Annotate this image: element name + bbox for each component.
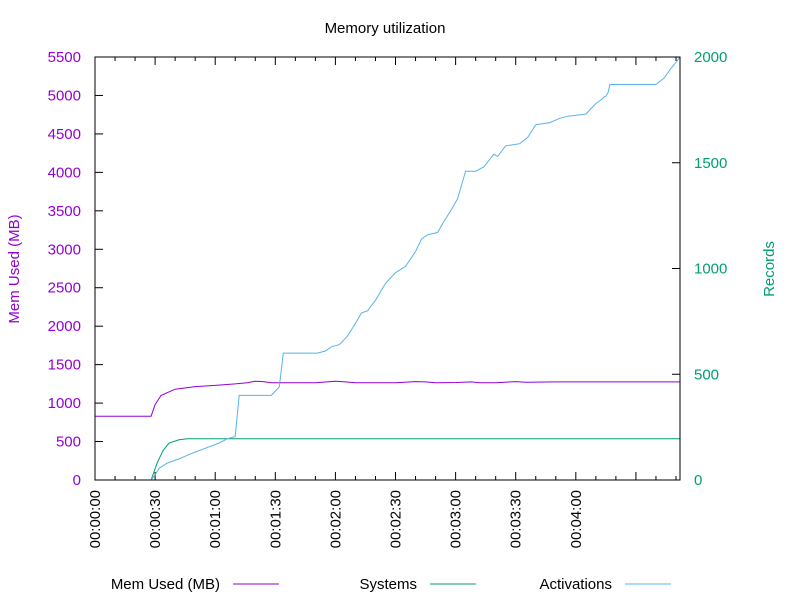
- y-left-tick-label: 3500: [48, 203, 81, 220]
- x-tick-label: 00:04:00: [568, 490, 585, 548]
- y-right-axis-label: Records: [761, 241, 778, 297]
- y-left-tick-label: 0: [73, 472, 81, 489]
- series-layer: [95, 56, 681, 481]
- y-right-tick-label: 2000: [694, 49, 727, 66]
- y-right-tick-label: 0: [694, 472, 702, 489]
- y-left-tick-label: 4000: [48, 164, 81, 181]
- x-ticks: 00:00:00 00:00:30 00:01:00 00:01:30 00:02:00…: [87, 57, 677, 548]
- y-left-tick-label: 2500: [48, 280, 81, 297]
- x-tick-label: 00:01:00: [207, 490, 224, 548]
- x-tick-label: 00:00:30: [147, 490, 164, 548]
- x-tick-label: 00:03:00: [448, 490, 465, 548]
- legend-label: Mem Used (MB): [111, 576, 220, 593]
- y-left-tick-label: 2000: [48, 318, 81, 335]
- legend-label: Systems: [359, 576, 417, 593]
- plot-frame: [94, 56, 681, 481]
- y-right-tick-label: 1500: [694, 155, 727, 172]
- series-line-mem-used-mb: [95, 380, 680, 417]
- y-left-tick-label: 1500: [48, 357, 81, 374]
- y-left-axis-label: Mem Used (MB): [6, 214, 23, 323]
- x-tick-label: 00:02:00: [327, 490, 344, 548]
- y-right-tick-label: 500: [694, 366, 719, 383]
- x-tick-label: 00:01:30: [267, 490, 284, 548]
- series-line-systems: [95, 438, 680, 481]
- x-tick-label: 00:03:30: [508, 490, 525, 548]
- y-left-tick-label: 3000: [48, 241, 81, 258]
- x-tick-label: 00:02:30: [388, 490, 405, 548]
- y-left-tick-label: 500: [56, 434, 81, 451]
- y-left-tick-label: 1000: [48, 395, 81, 412]
- y-left-ticks: 0 500 1000 1500 2000 2500 3000 3500 4000 4500 5000…: [48, 49, 103, 489]
- y-left-tick-label: 4500: [48, 126, 81, 143]
- x-tick-label: 00:00:00: [87, 490, 104, 548]
- legend: Mem Used (MB) Systems Activations: [111, 576, 671, 593]
- y-left-tick-label: 5000: [48, 87, 81, 104]
- y-right-tick-label: 1000: [694, 261, 727, 278]
- y-left-tick-label: 5500: [48, 49, 81, 66]
- chart-title: Memory utilization: [325, 20, 446, 37]
- series-line-activations: [95, 56, 681, 481]
- legend-label: Activations: [539, 576, 612, 593]
- y-right-ticks: 0 500 1000 1500 2000: [672, 49, 727, 489]
